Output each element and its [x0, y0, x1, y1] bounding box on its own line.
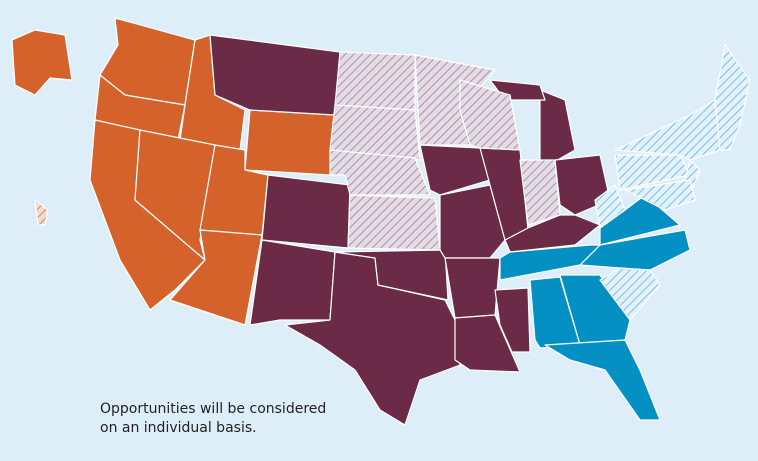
- state: [169, 229, 263, 326]
- state: [329, 104, 421, 161]
- note-line: Opportunities will be considered: [100, 401, 326, 417]
- state: [249, 239, 336, 326]
- state: [134, 129, 216, 261]
- state: [334, 51, 416, 111]
- state: [94, 74, 186, 141]
- states: [11, 17, 751, 426]
- state: [494, 287, 531, 353]
- state: [11, 29, 73, 96]
- state: [34, 199, 49, 226]
- state: [624, 179, 696, 211]
- state: [454, 314, 521, 373]
- state: [714, 44, 751, 151]
- state: [244, 109, 336, 176]
- state: [347, 194, 441, 251]
- state: [499, 244, 601, 281]
- state: [519, 159, 561, 226]
- state: [459, 79, 521, 151]
- state: [544, 339, 661, 421]
- note-line: on an individual basis.: [100, 420, 257, 436]
- state: [599, 267, 661, 321]
- state: [209, 34, 341, 116]
- state: [419, 144, 491, 196]
- state: [261, 174, 351, 249]
- state: [444, 257, 501, 319]
- state: [594, 184, 626, 229]
- state: [334, 249, 449, 301]
